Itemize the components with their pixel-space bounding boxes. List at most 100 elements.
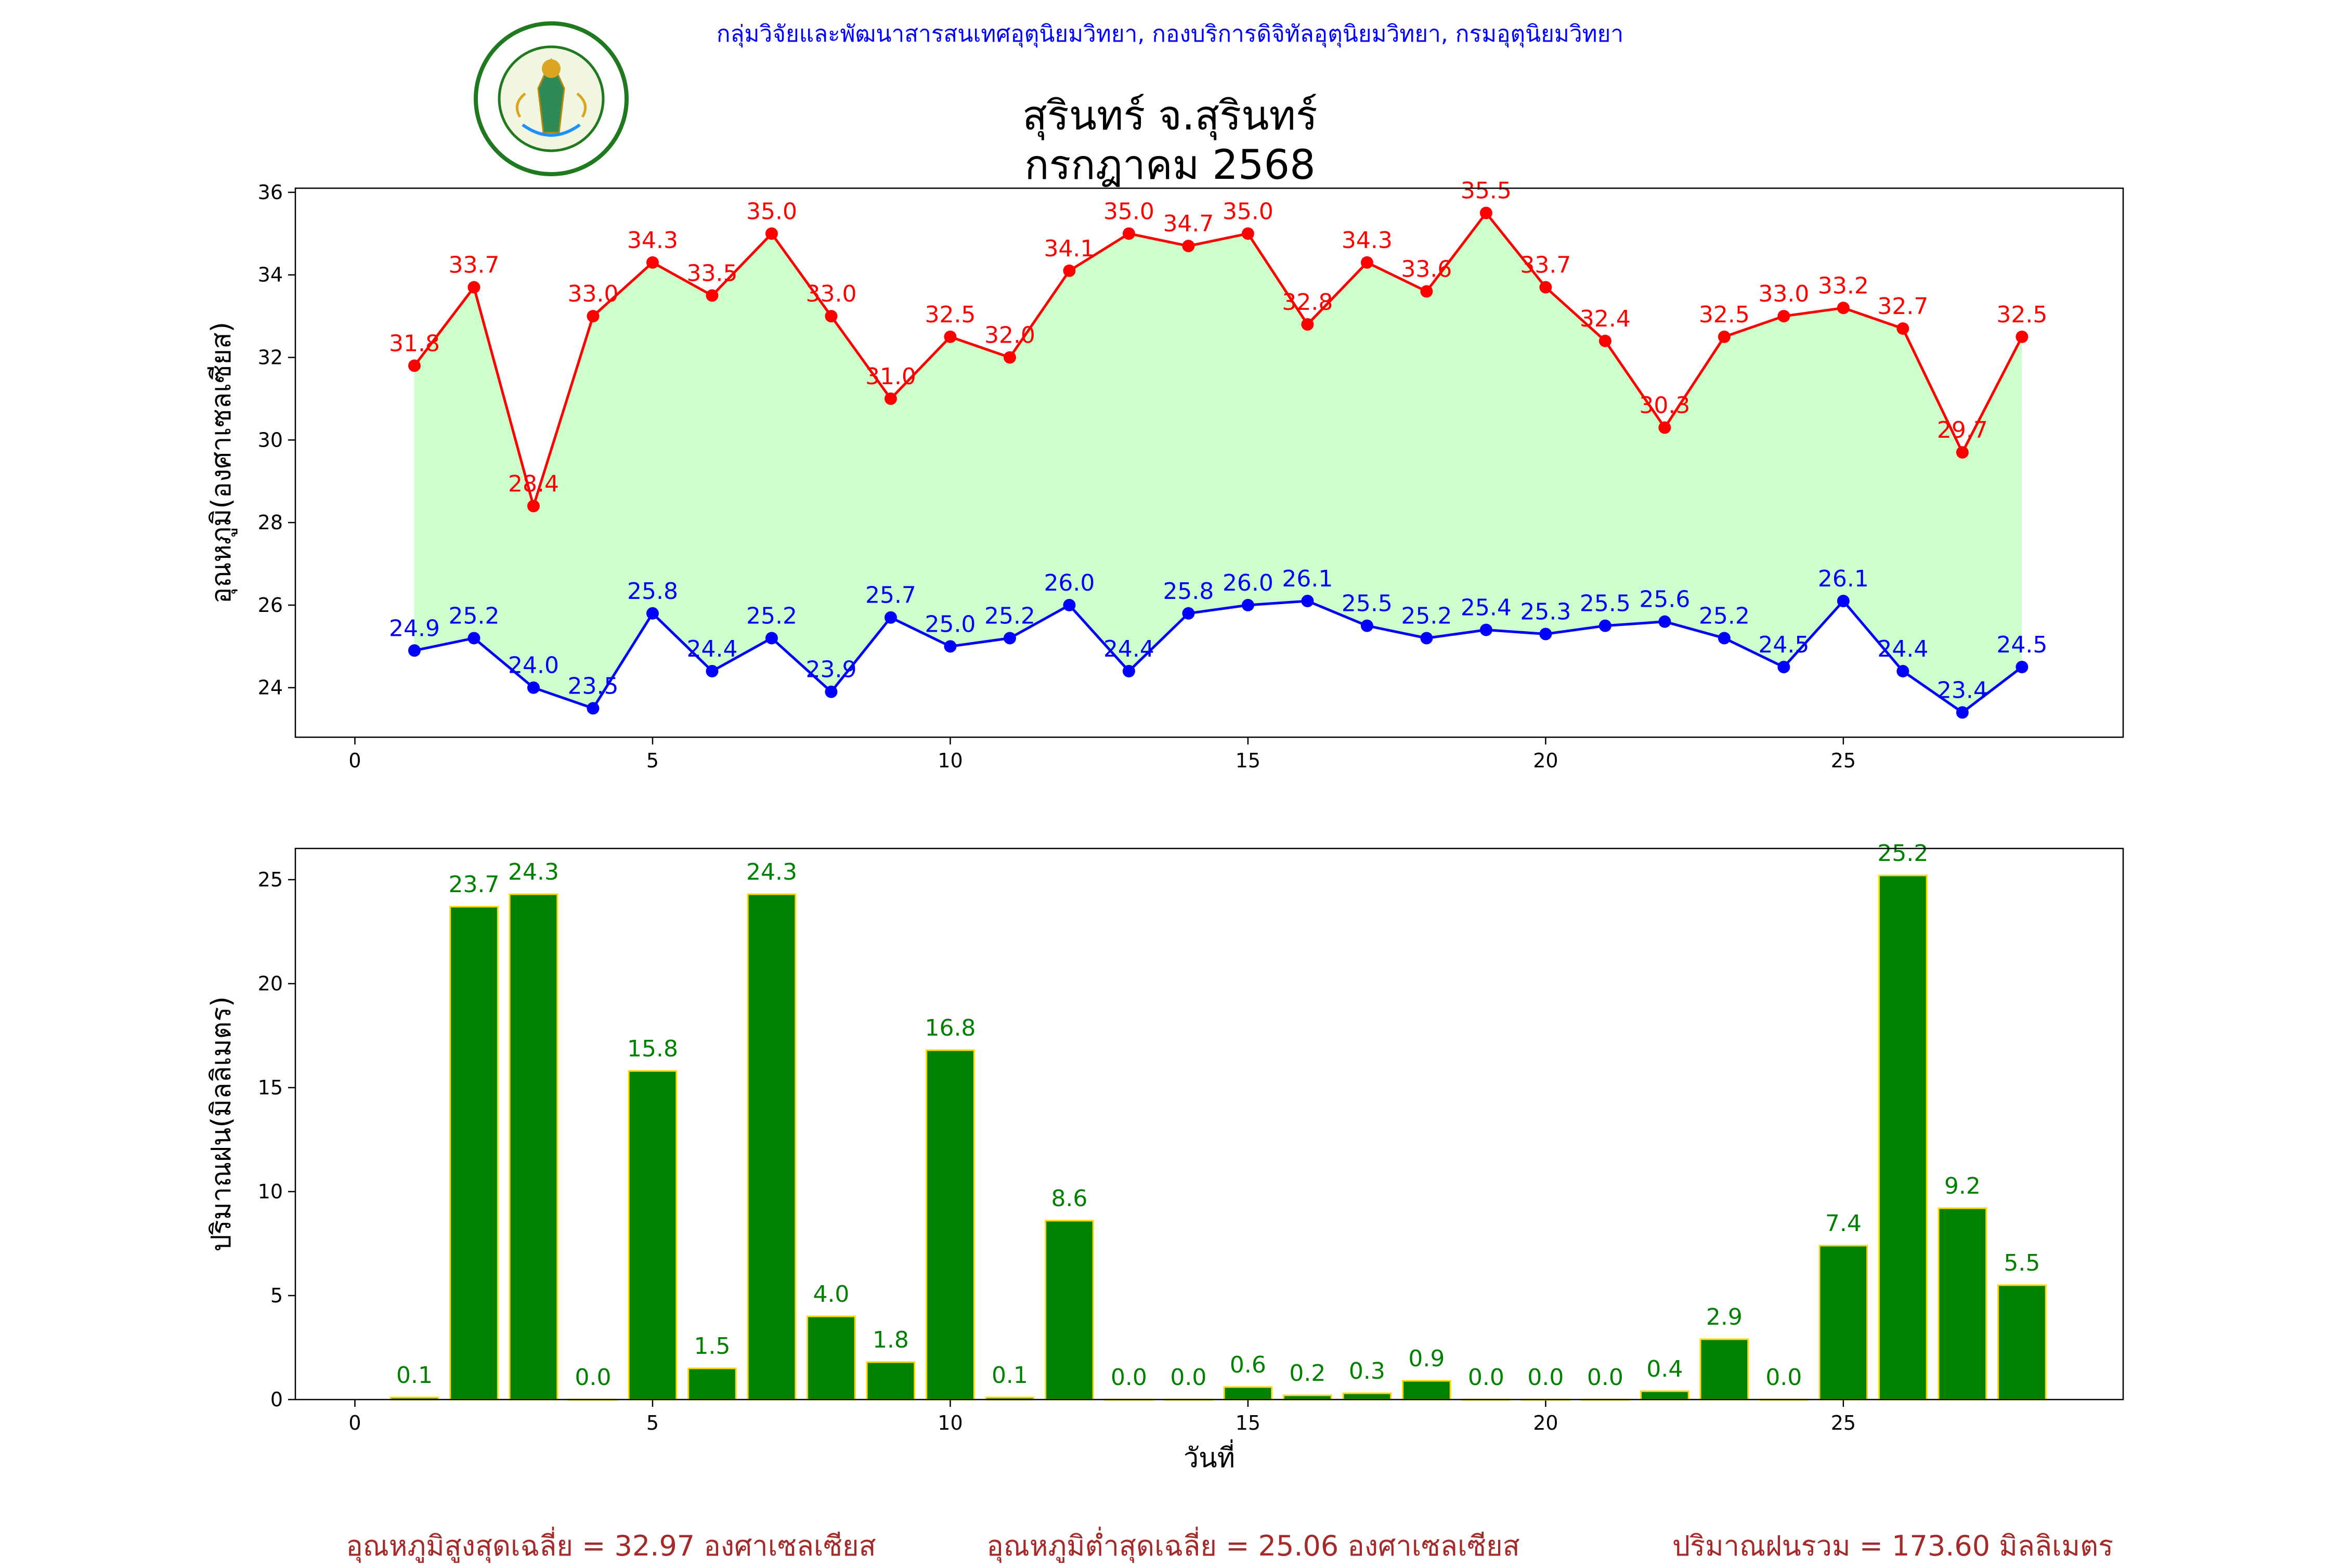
max-temp-point	[1479, 206, 1492, 219]
temp-xtick-label: 25	[1831, 749, 1856, 772]
max-temp-value-label: 35.0	[1223, 198, 1273, 225]
min-temp-point	[1063, 598, 1076, 611]
rain-value-label: 25.2	[1877, 840, 1928, 867]
min-temp-point	[527, 681, 540, 694]
min-temp-value-label: 24.5	[1996, 632, 2047, 658]
min-temp-value-label: 26.1	[1818, 566, 1869, 592]
min-temp-value-label: 24.5	[1758, 632, 1809, 658]
min-temp-value-label: 25.3	[1520, 599, 1571, 625]
max-temp-point	[825, 310, 838, 323]
max-temp-point	[1241, 227, 1254, 240]
max-temp-point	[1360, 256, 1373, 269]
min-temp-value-label: 24.9	[389, 615, 440, 642]
temp-ytick-label: 28	[258, 511, 283, 534]
max-temp-point	[1598, 334, 1611, 347]
temp-ylabel: อุณหภูมิ(องศาเซลเซียส)	[206, 322, 238, 604]
rain-bar	[687, 1367, 737, 1401]
min-temp-point	[1003, 632, 1016, 645]
rain-ytick-label: 20	[258, 972, 283, 995]
min-temp-line	[414, 599, 2023, 714]
max-temp-point	[1539, 281, 1552, 294]
max-temp-value-label: 33.7	[449, 252, 500, 279]
max-temp-point	[587, 310, 600, 323]
min-temp-value-label: 25.8	[627, 578, 678, 605]
min-temp-value-label: 23.9	[805, 657, 856, 683]
min-temp-point	[408, 644, 421, 657]
max-temp-value-label: 28.4	[508, 471, 559, 497]
min-temp-point	[1718, 632, 1731, 645]
rain-value-label: 0.9	[1408, 1345, 1445, 1372]
rain-value-label: 0.2	[1289, 1360, 1325, 1387]
temp-ytick-label: 30	[258, 428, 283, 451]
footer-avg-max: อุณหภูมิสูงสุดเฉลี่ย = 32.97 องศาเซลเซีย…	[346, 1530, 876, 1562]
rain-value-label: 0.3	[1349, 1358, 1385, 1384]
max-temp-point	[408, 359, 421, 372]
rain-value-label: 0.0	[1587, 1364, 1623, 1391]
rain-xtick-label: 0	[348, 1412, 361, 1434]
rain-value-label: 0.0	[1765, 1364, 1802, 1391]
min-temp-value-label: 25.0	[925, 611, 976, 637]
footer-avg-min: อุณหภูมิต่ำสุดเฉลี่ย = 25.06 องศาเซลเซีย…	[986, 1530, 1520, 1562]
rain-bar	[807, 1315, 856, 1401]
chart-title-month: กรกฎาคม 2568	[1024, 142, 1316, 189]
rain-bar	[1223, 1386, 1273, 1401]
temp-ytick-label: 24	[258, 676, 283, 699]
max-temp-point	[1658, 421, 1671, 434]
min-temp-point	[1479, 623, 1492, 636]
min-temp-point	[1122, 664, 1135, 677]
max-temp-value-label: 33.6	[1401, 256, 1452, 282]
rain-xtick-label: 20	[1533, 1412, 1558, 1434]
max-temp-value-label: 33.0	[567, 281, 618, 307]
rain-value-label: 1.5	[694, 1333, 730, 1360]
rain-value-label: 23.7	[449, 871, 500, 898]
min-temp-value-label: 24.4	[686, 636, 737, 662]
temp-xtick-label: 5	[646, 749, 659, 772]
rain-frame	[294, 847, 2124, 1401]
rainfall-panel: 0 5 10 15 20 25 0 5 10 15 20 25 0.1 23.7 24.3 0.0 15.8 1.…	[206, 840, 2124, 1474]
rain-xtick-label: 10	[938, 1412, 963, 1434]
min-temp-value-label: 25.2	[746, 603, 797, 629]
max-temp-value-label: 33.2	[1818, 272, 1869, 299]
temp-range-fill	[414, 213, 2022, 713]
min-temp-value-label: 25.5	[1342, 591, 1393, 617]
min-temp-value-label: 25.2	[984, 603, 1035, 629]
rain-bar	[1699, 1338, 1749, 1401]
rain-bar	[1640, 1390, 1689, 1401]
min-temp-point	[1658, 615, 1671, 628]
max-temp-point	[1718, 330, 1731, 343]
chart-title-station: สุรินทร์ จ.สุรินทร์	[1022, 93, 1318, 139]
rain-value-label: 0.0	[1527, 1364, 1564, 1391]
rain-value-label: 5.5	[2004, 1250, 2040, 1276]
min-temp-value-label: 25.2	[1699, 603, 1750, 629]
max-temp-point	[1122, 227, 1135, 240]
max-temp-point	[706, 289, 719, 302]
min-temp-point	[1777, 661, 1790, 674]
temperature-panel: 0 5 10 15 20 25 24 26 28 30 32 34 36 31.8 33.7 28.4 33.0…	[206, 178, 2124, 772]
rain-bar	[926, 1049, 975, 1401]
min-temp-point	[467, 632, 480, 645]
rain-ytick-label: 25	[258, 868, 283, 891]
max-temp-value-label: 35.0	[746, 198, 797, 225]
rain-bar	[509, 893, 558, 1401]
rain-value-label: 0.0	[1468, 1364, 1504, 1391]
rain-bar	[449, 906, 499, 1401]
temp-xtick-label: 20	[1533, 749, 1558, 772]
footer-total-rain: ปริมาณฝนรวม = 173.60 มิลลิเมตร	[1672, 1530, 2114, 1562]
rain-ytick-label: 0	[270, 1388, 283, 1411]
max-temp-point	[467, 281, 480, 294]
min-temp-point	[1598, 619, 1611, 632]
max-temp-value-label: 33.0	[1758, 281, 1809, 307]
rain-bar	[628, 1070, 678, 1401]
max-temp-point	[1777, 310, 1790, 323]
min-temp-value-label: 26.0	[1223, 570, 1273, 596]
rain-value-label: 7.4	[1825, 1210, 1862, 1237]
min-temp-point	[1241, 598, 1254, 611]
max-temp-value-label: 34.1	[1044, 236, 1095, 262]
max-temp-value-label: 30.3	[1639, 393, 1690, 419]
max-temp-point	[2016, 330, 2029, 343]
rain-bar	[1045, 1220, 1094, 1401]
min-temp-value-label: 25.2	[449, 603, 500, 629]
rain-bar	[1402, 1380, 1451, 1401]
max-temp-value-label: 31.0	[865, 363, 916, 390]
